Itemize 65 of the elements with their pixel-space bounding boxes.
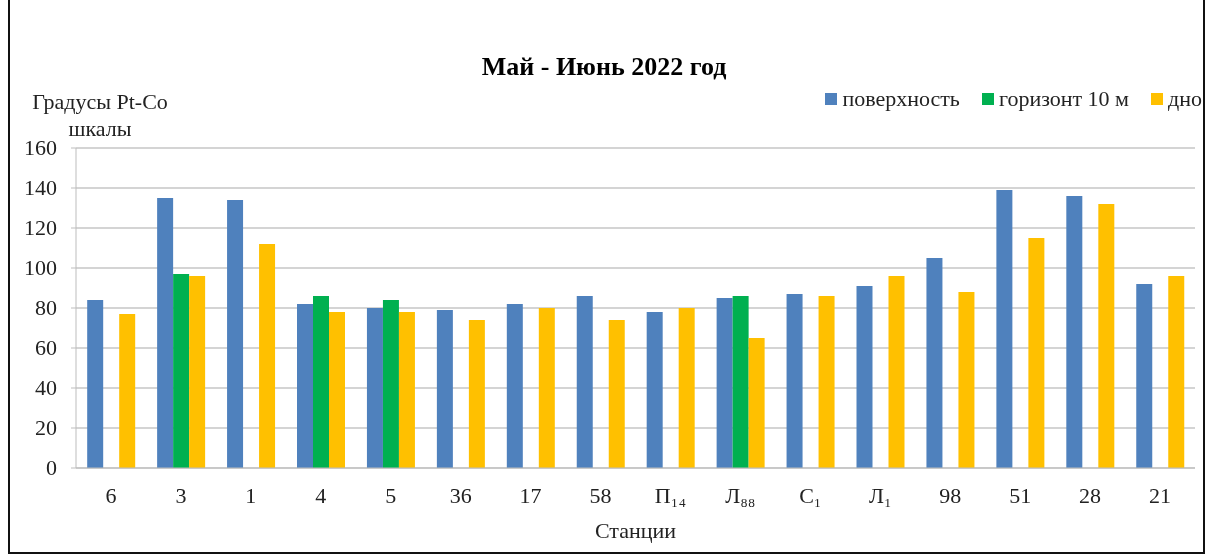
x-tick-label: С₁ — [799, 483, 822, 508]
bar — [506, 304, 523, 468]
bar — [1168, 276, 1185, 468]
x-tick-label: 5 — [385, 483, 397, 508]
bar — [173, 274, 190, 468]
bar — [926, 258, 943, 468]
bar — [608, 320, 625, 468]
legend-label: поверхность — [842, 86, 960, 112]
bar — [189, 276, 206, 468]
bar — [716, 298, 733, 468]
x-axis-title: Станции — [593, 518, 678, 544]
bar — [958, 292, 975, 468]
bar — [538, 308, 555, 468]
x-tick-label: П₁₄ — [654, 483, 687, 508]
bar — [157, 198, 174, 468]
y-tick-label: 0 — [46, 455, 57, 480]
bar — [678, 308, 695, 468]
x-tick-label: 6 — [105, 483, 117, 508]
y-tick-label: 100 — [24, 255, 57, 280]
bar — [748, 338, 765, 468]
x-tick-label: 17 — [519, 483, 542, 508]
y-tick-label: 60 — [35, 335, 57, 360]
bar — [1066, 196, 1083, 468]
x-tick-label: 58 — [589, 483, 612, 508]
x-tick-label: 98 — [939, 483, 962, 508]
bar — [398, 312, 415, 468]
bar — [297, 304, 313, 468]
bar — [259, 244, 276, 468]
x-tick-label: Л₁ — [868, 483, 892, 508]
legend-label: горизонт 10 м — [998, 86, 1130, 112]
bar — [313, 296, 329, 468]
y-tick-label: 40 — [35, 375, 57, 400]
bar — [1028, 238, 1045, 468]
bar — [366, 308, 383, 468]
bar — [119, 314, 136, 468]
x-tick-label: 21 — [1149, 483, 1172, 508]
bar — [382, 300, 399, 468]
bar — [576, 296, 593, 468]
x-tick-label: 4 — [315, 483, 327, 508]
bar — [468, 320, 485, 468]
bar — [786, 294, 803, 468]
y-tick-label: 140 — [24, 175, 57, 200]
y-tick-label: 20 — [35, 415, 57, 440]
bar — [227, 200, 244, 468]
legend-label: дно — [1168, 86, 1202, 112]
x-tick-label: 51 — [1009, 483, 1032, 508]
x-tick-label: 36 — [449, 483, 472, 508]
bar — [856, 286, 873, 468]
bar — [1098, 204, 1115, 468]
bar — [1136, 284, 1153, 468]
bar — [329, 312, 345, 468]
x-tick-label: 1 — [245, 483, 257, 508]
x-tick-label: Л₈₈ — [725, 483, 756, 508]
bar — [732, 296, 749, 468]
x-tick-label: 3 — [175, 483, 187, 508]
y-tick-label: 120 — [24, 215, 57, 240]
bar — [888, 276, 905, 468]
y-tick-label: 80 — [35, 295, 57, 320]
bar — [996, 190, 1013, 468]
bar — [436, 310, 453, 468]
x-tick-label: 28 — [1079, 483, 1102, 508]
bar — [646, 312, 663, 468]
chart-title: Май - Июнь 2022 год — [480, 52, 728, 82]
bar — [87, 300, 104, 468]
bar — [818, 296, 835, 468]
